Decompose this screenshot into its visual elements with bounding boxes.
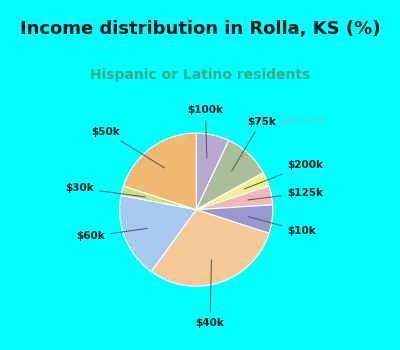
Wedge shape [123,133,196,210]
Text: $60k: $60k [76,229,147,241]
Text: Income distribution in Rolla, KS (%): Income distribution in Rolla, KS (%) [20,20,380,38]
Wedge shape [196,173,269,210]
Wedge shape [151,210,269,286]
Text: $125k: $125k [248,188,323,200]
Text: Ⓜ City-Data.com: Ⓜ City-Data.com [247,115,326,125]
Wedge shape [196,205,273,233]
Text: $100k: $100k [187,105,223,158]
Text: $10k: $10k [248,217,316,236]
Text: $75k: $75k [232,117,276,171]
Text: $200k: $200k [244,160,323,189]
Wedge shape [196,140,263,210]
Wedge shape [196,186,272,210]
Text: $50k: $50k [92,127,164,168]
Text: $30k: $30k [66,183,145,197]
Wedge shape [120,195,196,272]
Wedge shape [196,133,229,210]
Wedge shape [121,186,196,210]
Text: $40k: $40k [196,260,224,328]
Text: Hispanic or Latino residents: Hispanic or Latino residents [90,68,310,82]
